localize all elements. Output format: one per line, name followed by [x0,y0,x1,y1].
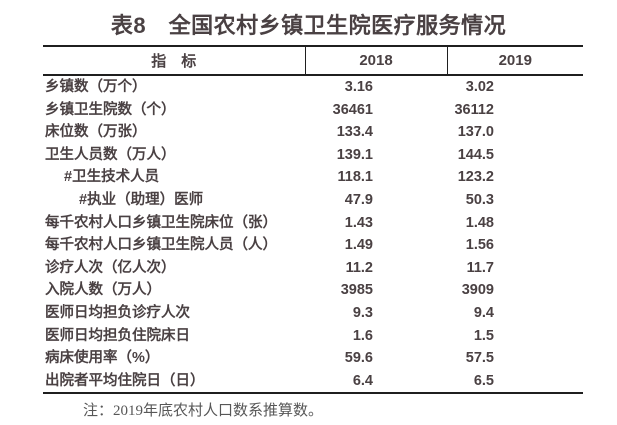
row-value-2019: 9.4 [473,304,494,321]
row-value-2018: 9.3 [352,304,373,321]
table-row: 医师日均担负住院床日 1.6 1.5 [43,325,583,348]
row-value-2018: 3985 [340,282,373,299]
table-row: 床位数（万张） 133.4 137.0 [43,121,583,144]
row-value-2018: 59.6 [344,350,373,367]
row-label: 乡镇数（万个） [45,79,147,96]
row-value-2018: 1.43 [344,214,373,231]
row-label: 乡镇卫生院数（个） [45,101,176,118]
table-row: 每千农村人口乡镇卫生院床位（张） 1.43 1.48 [43,212,583,235]
table-row: 每千农村人口乡镇卫生院人员（人） 1.49 1.56 [43,234,583,257]
row-value-2018: 47.9 [344,192,373,209]
row-label: 医师日均担负诊疗人次 [45,304,190,321]
header-indicator: 指 标 [43,46,305,76]
row-label: 每千农村人口乡镇卫生院人员（人） [45,237,277,254]
table-title: 表8 全国农村乡镇卫生院医疗服务情况 [110,13,507,38]
row-label: 诊疗人次（亿人次） [45,259,176,276]
row-value-2018: 1.49 [344,237,373,254]
row-value-2019: 50.3 [465,192,494,209]
row-value-2019: 1.5 [473,327,494,344]
row-value-2018: 6.4 [352,372,373,389]
row-value-2018: 118.1 [337,169,374,186]
table-row: 乡镇数（万个） 3.16 3.02 [43,75,583,99]
row-label: 病床使用率（%） [45,350,160,367]
header-row: 指 标 2018 2019 [43,46,583,76]
table-row: 乡镇卫生院数（个） 36461 36112 [43,99,583,122]
table-row: #执业（助理）医师 47.9 50.3 [43,189,583,212]
row-value-2019: 1.48 [465,214,494,231]
row-value-2018: 133.4 [336,124,373,141]
row-label: #卫生技术人员 [64,169,160,186]
header-2019: 2019 [446,46,583,76]
table-row: 诊疗人次（亿人次） 11.2 11.7 [43,257,583,280]
row-value-2018: 1.6 [352,327,373,344]
row-value-2019: 1.56 [465,237,494,254]
row-label: 床位数（万张） [45,124,147,141]
row-value-2019: 6.5 [473,372,494,389]
row-value-2019: 137.0 [457,124,494,141]
table-row: 病床使用率（%） 59.6 57.5 [43,347,583,370]
row-label: #执业（助理）医师 [79,192,204,209]
row-value-2019: 57.5 [465,350,494,367]
row-value-2018: 36461 [332,101,373,118]
header-2018: 2018 [304,46,447,76]
row-value-2018: 139.1 [336,146,373,163]
table-row: 卫生人员数（万人） 139.1 144.5 [43,144,583,167]
row-value-2019: 3.02 [465,79,494,96]
stats-table: 指 标 2018 2019 乡镇数（万个） 3.16 3.02 乡镇卫生院数（个… [43,45,583,395]
row-value-2019: 144.5 [457,146,494,163]
row-label: 入院人数（万人） [45,282,161,299]
row-label: 医师日均担负住院床日 [45,327,190,344]
table-row: 入院人数（万人） 3985 3909 [43,279,583,302]
row-value-2019: 36112 [454,101,494,118]
row-label: 出院者平均住院日（日） [45,372,205,389]
row-label: 卫生人员数（万人） [45,146,176,163]
row-value-2018: 3.16 [344,79,373,96]
table-row: #卫生技术人员 118.1 123.2 [43,166,583,189]
row-value-2018: 11.2 [345,259,373,276]
row-value-2019: 123.2 [457,169,494,186]
table-row: 医师日均担负诊疗人次 9.3 9.4 [43,302,583,325]
table-row: 出院者平均住院日（日） 6.4 6.5 [43,370,583,394]
table-footnote: 注：2019年底农村人口数系推算数。 [83,403,324,419]
row-label: 每千农村人口乡镇卫生院床位（张） [45,214,277,231]
row-value-2019: 11.7 [466,259,494,276]
row-value-2019: 3909 [461,282,494,299]
